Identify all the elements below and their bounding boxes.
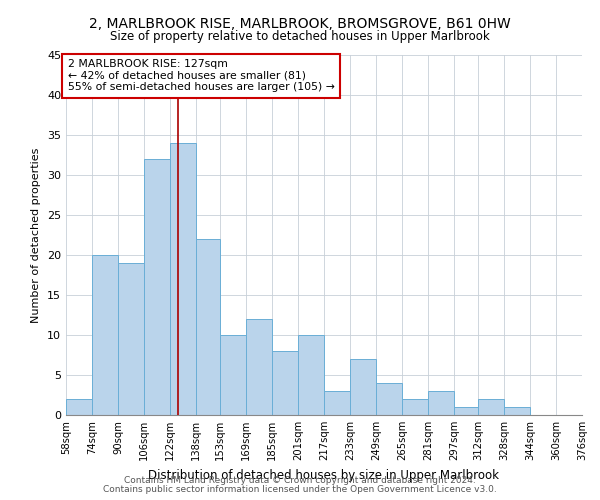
Bar: [350, 359, 376, 415]
Bar: [66, 399, 92, 415]
Bar: [376, 383, 402, 415]
Bar: [196, 239, 220, 415]
Bar: [402, 399, 428, 415]
X-axis label: Distribution of detached houses by size in Upper Marlbrook: Distribution of detached houses by size …: [149, 468, 499, 481]
Y-axis label: Number of detached properties: Number of detached properties: [31, 148, 41, 322]
Bar: [428, 391, 454, 415]
Bar: [246, 319, 272, 415]
Bar: [220, 335, 246, 415]
Bar: [92, 255, 118, 415]
Bar: [454, 407, 478, 415]
Bar: [144, 159, 170, 415]
Text: 2 MARLBROOK RISE: 127sqm
← 42% of detached houses are smaller (81)
55% of semi-d: 2 MARLBROOK RISE: 127sqm ← 42% of detach…: [68, 59, 334, 92]
Bar: [170, 143, 196, 415]
Text: Contains public sector information licensed under the Open Government Licence v3: Contains public sector information licen…: [103, 485, 497, 494]
Bar: [118, 263, 144, 415]
Bar: [272, 351, 298, 415]
Text: 2, MARLBROOK RISE, MARLBROOK, BROMSGROVE, B61 0HW: 2, MARLBROOK RISE, MARLBROOK, BROMSGROVE…: [89, 18, 511, 32]
Bar: [298, 335, 324, 415]
Text: Contains HM Land Registry data © Crown copyright and database right 2024.: Contains HM Land Registry data © Crown c…: [124, 476, 476, 485]
Bar: [478, 399, 504, 415]
Bar: [504, 407, 530, 415]
Text: Size of property relative to detached houses in Upper Marlbrook: Size of property relative to detached ho…: [110, 30, 490, 43]
Bar: [324, 391, 350, 415]
